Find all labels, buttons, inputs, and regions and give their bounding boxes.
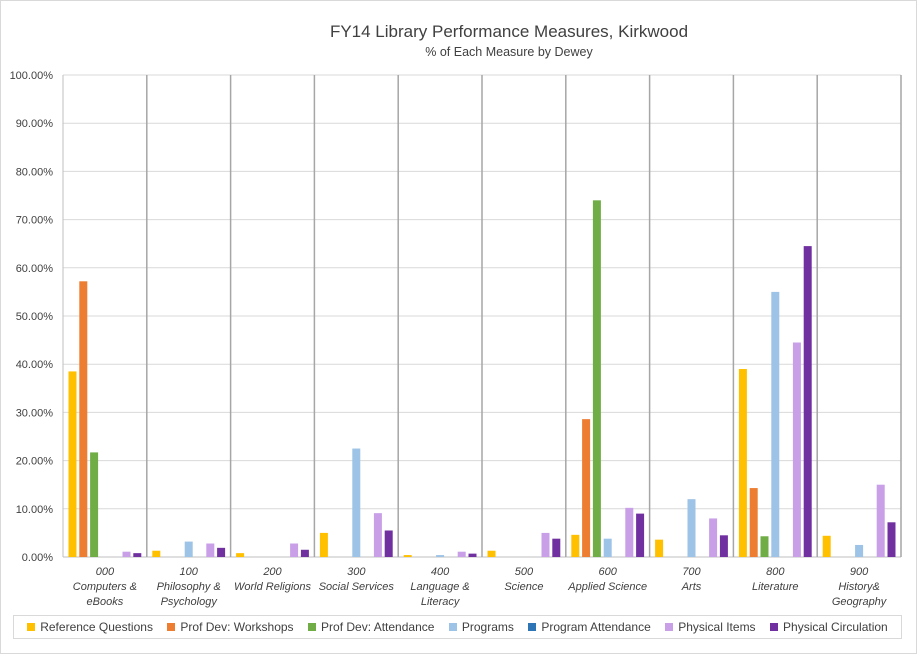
y-tick-label: 90.00% — [16, 118, 54, 130]
bar — [749, 488, 758, 557]
bar — [122, 551, 131, 557]
y-tick-label: 20.00% — [16, 456, 54, 468]
y-tick-label: 60.00% — [16, 263, 54, 275]
bar — [206, 543, 215, 557]
bar — [436, 555, 445, 557]
bar — [90, 452, 99, 557]
bar — [822, 535, 831, 557]
bar — [603, 538, 612, 557]
bar — [468, 553, 477, 557]
x-tick-label: 300 Social Services — [319, 566, 395, 593]
legend-swatch — [665, 623, 674, 631]
bar — [152, 550, 161, 557]
bar — [636, 513, 645, 557]
bar — [792, 342, 801, 557]
y-tick-label: 30.00% — [16, 407, 54, 419]
gridlines — [62, 74, 902, 558]
bar — [384, 530, 393, 557]
legend-label: Prof Dev: Workshops — [180, 620, 294, 634]
bar — [290, 543, 299, 557]
legend-label: Physical Items — [678, 620, 756, 634]
y-tick-label: 40.00% — [16, 359, 54, 371]
y-tick-label: 0.00% — [22, 552, 53, 564]
legend-swatch — [308, 623, 317, 631]
bar — [571, 534, 580, 557]
bar — [719, 535, 728, 557]
bar — [887, 522, 896, 557]
bar — [760, 536, 769, 557]
legend: Reference Questions Prof Dev: Workshops Pr… — [13, 615, 902, 639]
x-tick-label: 000 Computers & eBooks — [73, 566, 137, 608]
bar — [655, 539, 664, 557]
x-tick-label: 600 Applied Science — [567, 566, 647, 593]
legend-label: Physical Circulation — [783, 620, 888, 634]
bar — [738, 369, 747, 557]
bar — [552, 538, 561, 557]
bars — [68, 200, 896, 558]
bar — [803, 246, 812, 558]
bar — [592, 200, 601, 557]
bar — [855, 544, 864, 557]
x-tick-label: 200 World Religions — [234, 566, 312, 593]
y-tick-label: 100.00% — [10, 70, 54, 82]
bar — [300, 549, 309, 557]
chart-title: FY14 Library Performance Measures, Kirkw… — [330, 22, 688, 41]
x-tick-label: 900 History& Geography — [832, 566, 888, 608]
legend-item: Prof Dev: Workshops — [167, 620, 294, 634]
x-tick-label: 800 Literature — [752, 566, 798, 593]
legend-item: Programs — [448, 620, 514, 634]
bar — [236, 553, 245, 557]
y-axis: 0.00% 10.00% 20.00% 30.00% 40.00% 50.00% 60.00… — [10, 70, 54, 564]
legend-label: Programs — [461, 620, 514, 634]
bar — [487, 550, 496, 557]
bar-chart: FY14 Library Performance Measures, Kirkw… — [10, 22, 902, 608]
legend-item: Prof Dev: Attendance — [308, 620, 434, 634]
legend-swatch — [167, 623, 176, 631]
x-axis: 000 Computers & eBooks 100 Philosophy & Psych… — [73, 566, 888, 608]
bar — [771, 291, 780, 557]
bar — [217, 547, 226, 557]
y-tick-label: 70.00% — [16, 215, 54, 227]
legend-swatch — [27, 623, 36, 631]
bar — [352, 448, 361, 557]
bar — [184, 541, 193, 557]
legend-label: Program Attendance — [541, 620, 651, 634]
bar — [373, 513, 382, 557]
bar — [876, 484, 885, 557]
legend-item: Physical Circulation — [770, 620, 888, 634]
legend-item: Reference Questions — [27, 620, 153, 634]
legend-label: Reference Questions — [40, 620, 153, 634]
legend-swatch — [770, 623, 779, 631]
x-tick-label: 500 Science — [504, 566, 543, 593]
legend-swatch — [448, 623, 457, 631]
x-tick-label: 700 Arts — [681, 566, 702, 593]
bar — [403, 555, 412, 557]
y-tick-label: 10.00% — [16, 504, 54, 516]
legend-label: Prof Dev: Attendance — [321, 620, 435, 634]
bar — [582, 419, 591, 557]
bar — [541, 532, 550, 557]
bar — [709, 518, 718, 557]
bar — [687, 499, 696, 557]
legend-swatch — [528, 623, 537, 631]
x-tick-label: 100 Philosophy & Psychology — [157, 566, 221, 608]
legend-item: Program Attendance — [528, 620, 651, 634]
x-tick-label: 400 Language & Literacy — [410, 566, 469, 608]
bar — [625, 507, 634, 557]
bar — [457, 551, 466, 557]
bar — [133, 553, 142, 557]
legend-item: Physical Items — [665, 620, 756, 634]
bar — [68, 371, 77, 557]
y-tick-label: 50.00% — [16, 311, 54, 323]
chart-subtitle: % of Each Measure by Dewey — [425, 45, 593, 59]
y-tick-label: 80.00% — [16, 166, 54, 178]
bar — [319, 532, 328, 557]
bar — [79, 281, 88, 557]
